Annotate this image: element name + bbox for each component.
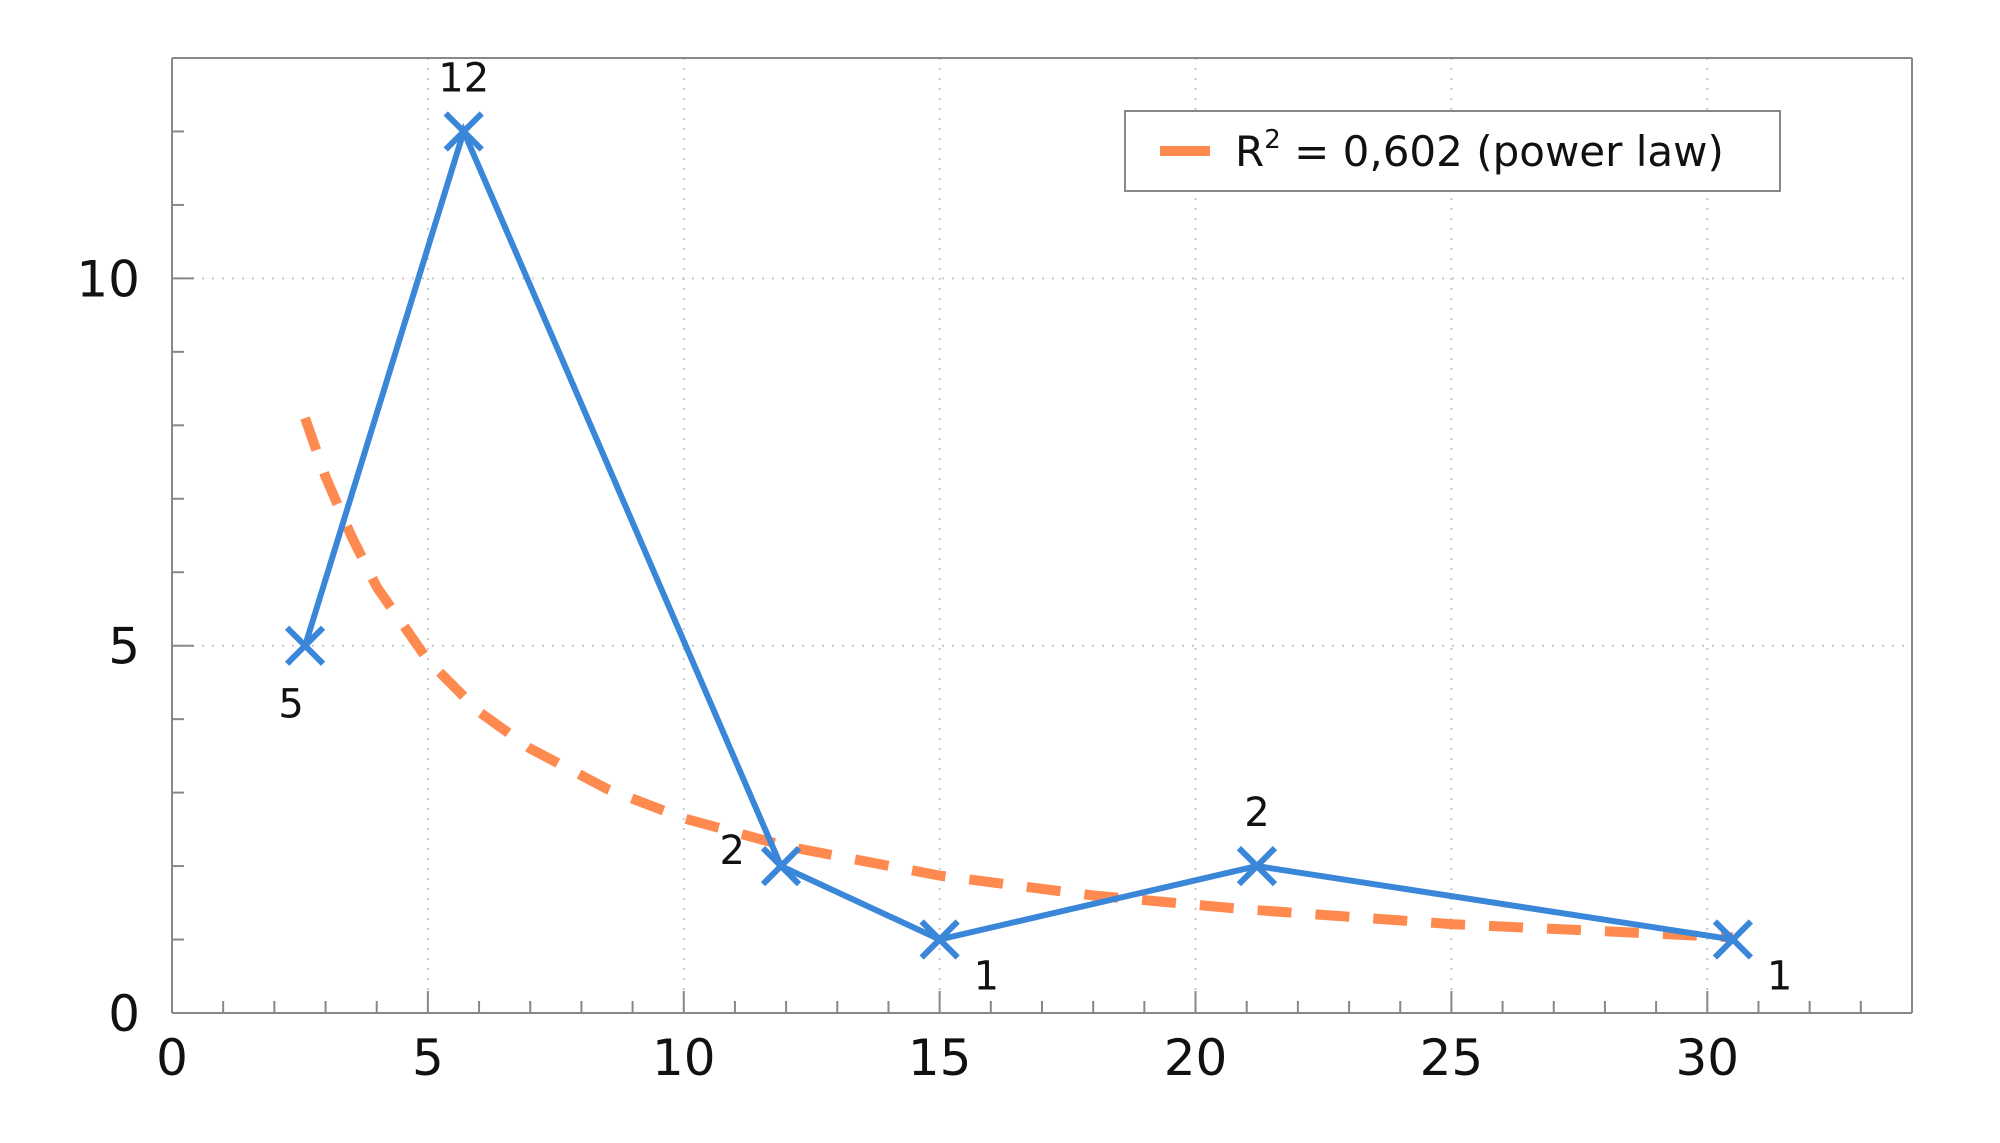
data-point-marker [284, 625, 326, 666]
grid-lines [172, 58, 1912, 1013]
y-tick-label-0: 0 [108, 985, 140, 1043]
x-tick-label-10: 10 [652, 1029, 716, 1087]
marker-stroke [443, 111, 484, 152]
series-line [302, 122, 1734, 943]
marker-stroke [284, 625, 326, 666]
data-label: 1 [1767, 954, 1792, 1000]
data-label: 1 [974, 954, 999, 1000]
data-point-marker [760, 845, 802, 887]
trendline-power-law [300, 416, 1734, 943]
series-group [284, 111, 1754, 960]
data-point-marker [443, 111, 484, 152]
data-label: 2 [720, 828, 745, 874]
marker-stroke [1236, 845, 1278, 887]
data-point-marker [1712, 919, 1754, 960]
data-label: 2 [1244, 790, 1269, 836]
y-tick-label-5: 5 [108, 618, 140, 676]
data-label: 5 [278, 682, 303, 728]
x-tick-label-30: 30 [1675, 1029, 1739, 1087]
data-label: 12 [438, 55, 489, 101]
data-point-marker [919, 919, 960, 960]
data-point-marker [1236, 845, 1278, 887]
x-tick-label-5: 5 [412, 1029, 444, 1087]
marker-stroke [919, 919, 960, 960]
marker-stroke [1712, 919, 1754, 960]
x-tick-label-20: 20 [1164, 1029, 1228, 1087]
axes [171, 57, 1913, 1014]
trendline-group [300, 416, 1734, 943]
y-tick-label-10: 10 [76, 250, 140, 308]
legend-label: R2 = 0,602 (power law) [1235, 125, 1724, 176]
legend-box [1124, 110, 1781, 192]
marker-stroke [760, 845, 802, 887]
tick-marks [171, 57, 1913, 1014]
legend: R2 = 0,602 (power law) [1124, 110, 1781, 192]
x-tick-label-15: 15 [908, 1029, 972, 1087]
x-tick-label-25: 25 [1420, 1029, 1484, 1087]
x-tick-label-0: 0 [156, 1029, 188, 1087]
